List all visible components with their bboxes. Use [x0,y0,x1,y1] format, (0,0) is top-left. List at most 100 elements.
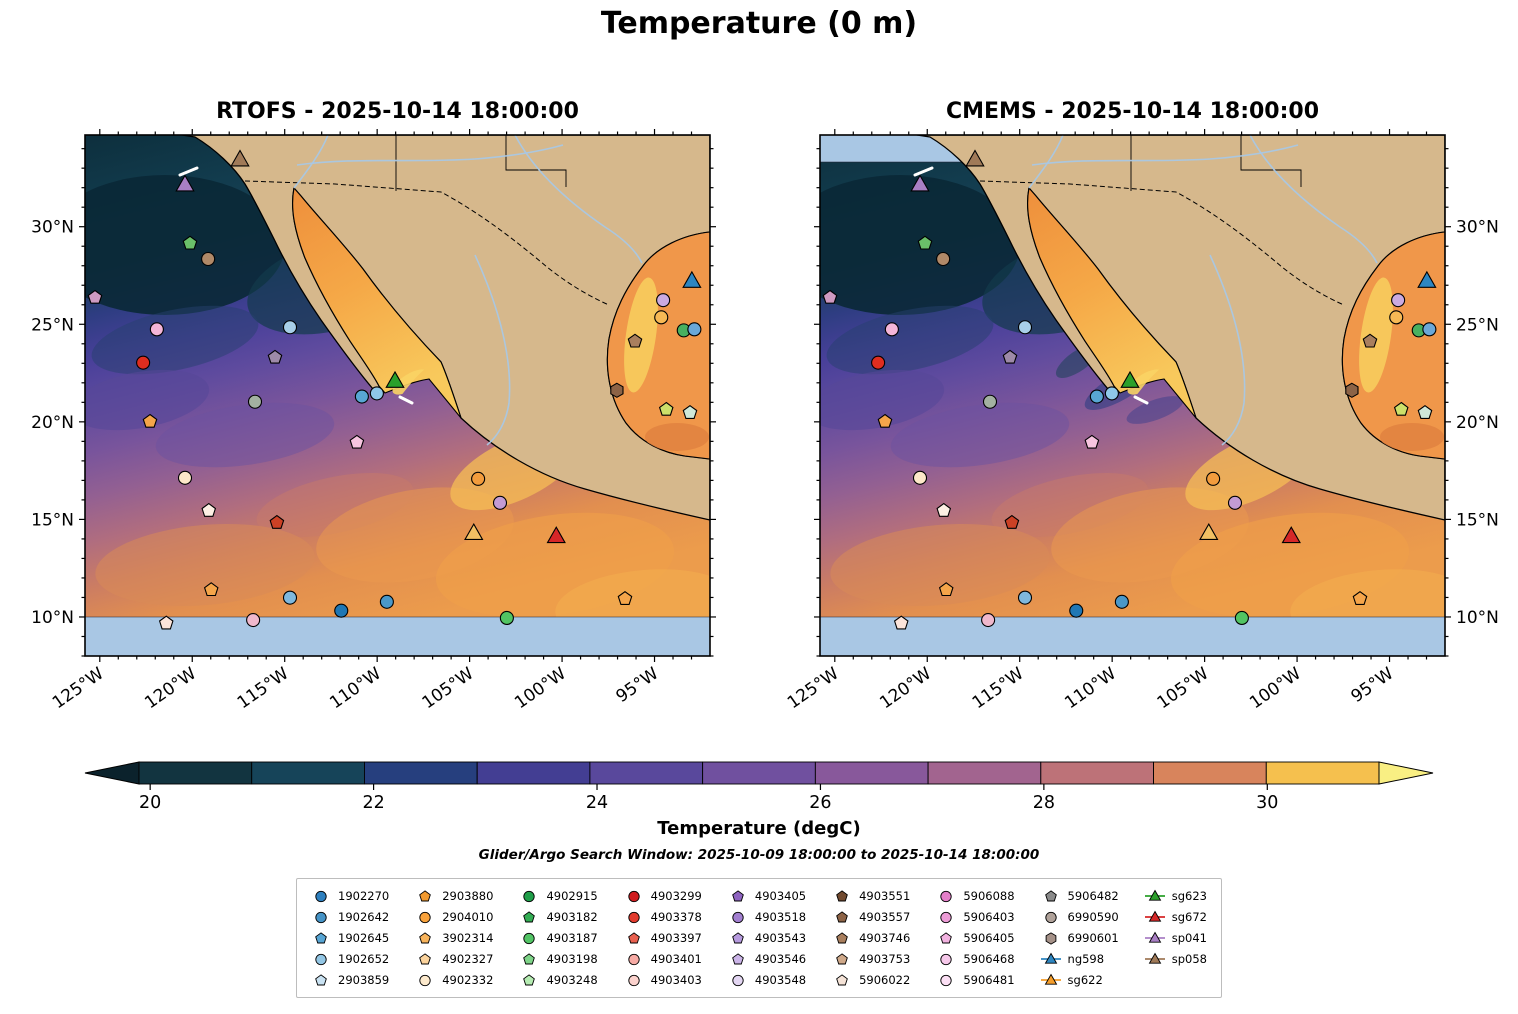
legend-label: 4903248 [546,973,598,987]
map-marker [1089,389,1104,404]
map-marker [682,405,698,419]
legend-marker-icon [940,953,952,966]
legend-item-4903397: 4903397 [624,928,702,948]
map-marker [628,974,640,987]
map-marker [940,974,952,987]
map-marker [354,389,369,404]
colorbar-tick-label: 30 [1256,793,1278,813]
map-marker [419,953,432,965]
legend-item-3902314: 3902314 [415,928,493,948]
map-marker [893,615,909,630]
map-marker [627,333,643,348]
map-marker [628,890,640,903]
legend-item-5906481: 5906481 [936,970,1015,990]
map-marker [936,251,951,267]
legend-label: 5906405 [963,931,1015,945]
lat-tick-label: 15°N [1456,510,1499,530]
map-marker [822,289,838,304]
legend-item-sg622: sg622 [1040,970,1119,990]
map-marker [1045,932,1056,945]
legend-label: 4903551 [859,889,911,903]
legend-marker-icon [523,932,536,945]
legend-label: 5906481 [963,973,1015,987]
legend-label: 4903518 [754,910,807,924]
legend-item-5906088: 5906088 [936,886,1015,906]
colorbar-tick-label: 24 [586,793,608,813]
map-marker [349,434,365,449]
legend-item-2904010: 2904010 [415,907,493,927]
map-marker [1417,270,1437,288]
map-marker [617,591,633,605]
map-marker [315,974,327,986]
legend-label: 6990601 [1067,931,1119,945]
legend-label: 5906022 [859,973,911,987]
lon-tick-label: 110°W [1061,664,1120,714]
map-marker [654,310,669,325]
map-marker [981,613,996,628]
legend-marker-icon [1144,952,1165,964]
legend-item-5906468: 5906468 [936,949,1015,969]
legend-marker-icon [1044,890,1057,902]
map-marker [419,890,432,902]
legend-item-ng598: ng598 [1040,949,1119,969]
lat-tick-label: 30°N [31,218,74,238]
legend-marker-icon [940,890,952,903]
legend-label: 1902642 [338,910,390,924]
lon-tick-label: 95°W [612,664,662,707]
legend-marker-icon [1040,973,1061,985]
map-marker [1114,594,1129,609]
map-marker [965,149,985,167]
legend-item-4903405: 4903405 [728,886,806,906]
panel-rtofs-title: RTOFS - 2025-10-14 18:00:00 [216,99,579,124]
legend-label: sp058 [1171,952,1207,966]
map-marker [142,413,158,428]
map-marker [1044,911,1057,924]
map-marker [628,911,640,924]
map-marker [1148,910,1162,922]
legend-label: 1902270 [338,889,390,903]
map-marker [136,355,151,370]
map-marker [158,615,174,630]
legend-item-sg672: sg672 [1144,907,1207,927]
legend-label: 4903397 [650,931,702,945]
map-marker [836,911,848,923]
legend-marker-icon [419,953,432,965]
legend-item-4903299: 4903299 [624,886,702,906]
legend-label: 4903753 [859,952,911,966]
legend-label: 2903859 [338,973,390,987]
colorbar-tick-label: 26 [809,793,831,813]
map-marker [315,890,327,903]
legend-item-sp058: sp058 [1144,949,1207,969]
legend-marker-icon [628,974,640,987]
legend-marker-icon [315,890,327,903]
legend-item-1902642: 1902642 [311,907,389,927]
map-marker [247,394,263,409]
search-window-subtitle: Glider/Argo Search Window: 2025-10-09 18… [478,847,1040,863]
map-marker [177,470,193,485]
legend-marker-icon [419,911,431,924]
legend-marker-icon [523,953,536,965]
legend-item-4903546: 4903546 [728,949,806,969]
legend-marker-icon [315,911,327,924]
lon-tick-label: 125°W [784,664,843,714]
lon-tick-label: 105°W [419,664,478,714]
map-marker [940,932,953,944]
legend-item-4902915: 4902915 [519,886,598,906]
map-marker [464,522,484,541]
map-marker [1417,405,1433,419]
legend-item-4903746: 4903746 [832,928,910,948]
map-marker [1148,952,1162,964]
legend-item-4903557: 4903557 [832,907,910,927]
map-marker [282,320,298,335]
panel-rtofs: RTOFS - 2025-10-14 18:00:00 125°W 120°W 11… [31,99,716,713]
figure-title: Temperature (0 m) [600,6,918,41]
legend-marker-icon [419,974,431,987]
legend-label: 2904010 [442,910,494,924]
legend-item-6990601: 6990601 [1041,928,1119,948]
legend-label: 4903403 [650,973,702,987]
legend-item-1902645: 1902645 [311,928,389,948]
colorbar: 20 22 24 26 28 30 [84,761,1434,813]
legend-marker-icon [1044,911,1057,924]
map-marker [149,322,164,337]
map-marker [492,495,508,510]
